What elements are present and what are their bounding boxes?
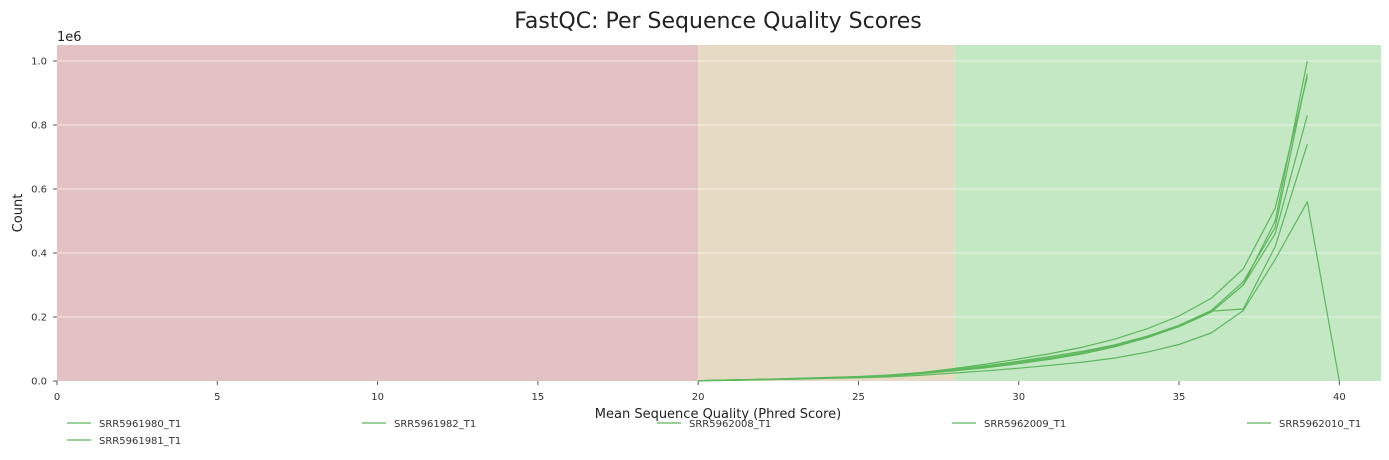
legend-label: SRR5961982_T1 (394, 419, 476, 430)
y-tick-label: 0.2 (31, 313, 47, 324)
gridlines (57, 60, 1381, 318)
legend-label: SRR5962010_T1 (1279, 419, 1361, 430)
legend: SRR5961980_T1 SRR5961982_T1 SRR5962008_T1 S… (67, 419, 1361, 447)
legend-label: SRR5961981_T1 (99, 436, 181, 447)
x-tick-label: 35 (1173, 392, 1186, 403)
y-axis-label: Count (11, 194, 26, 233)
chart-title: FastQC: Per Sequence Quality Scores (514, 9, 922, 34)
quality-band-2 (954, 45, 1381, 381)
legend-item-SRR5961981_T1[interactable]: SRR5961981_T1 (67, 436, 181, 447)
y-axis-offset-label: 1e6 (57, 30, 82, 45)
x-tick-label: 0 (54, 392, 60, 403)
y-tick-label: 0.4 (31, 249, 47, 260)
y-axis-ticks: 0.0 0.2 0.4 0.6 0.8 1.0 (31, 57, 57, 388)
series-line-SRR5962010_T1 (698, 144, 1308, 382)
y-tick-label: 1.0 (31, 57, 47, 68)
y-tick-label: 0.8 (31, 121, 47, 132)
legend-item-SRR5961982_T1[interactable]: SRR5961982_T1 (362, 419, 476, 430)
x-tick-label: 10 (371, 392, 384, 403)
x-axis-ticks: 0 5 10 15 20 25 30 35 40 (54, 381, 1346, 403)
x-tick-label: 30 (1012, 392, 1025, 403)
legend-item-SRR5961980_T1[interactable]: SRR5961980_T1 (67, 419, 181, 430)
x-tick-label: 20 (692, 392, 705, 403)
legend-item-SRR5962010_T1[interactable]: SRR5962010_T1 (1247, 419, 1361, 430)
legend-label: SRR5962008_T1 (689, 419, 771, 430)
x-tick-label: 25 (852, 392, 865, 403)
legend-label: SRR5961980_T1 (99, 419, 181, 430)
quality-band-1 (698, 45, 955, 381)
x-axis-label: Mean Sequence Quality (Phred Score) (595, 407, 841, 422)
x-tick-label: 5 (214, 392, 220, 403)
legend-item-SRR5962009_T1[interactable]: SRR5962009_T1 (952, 419, 1066, 430)
x-tick-label: 40 (1333, 392, 1346, 403)
series-lines (698, 60, 1340, 382)
legend-item-SRR5962008_T1[interactable]: SRR5962008_T1 (657, 419, 771, 430)
quality-band-0 (57, 45, 699, 381)
legend-label: SRR5962009_T1 (984, 419, 1066, 430)
y-tick-label: 0.0 (31, 377, 47, 388)
background-bands (57, 45, 1381, 381)
y-tick-label: 0.6 (31, 185, 47, 196)
x-tick-label: 15 (532, 392, 545, 403)
